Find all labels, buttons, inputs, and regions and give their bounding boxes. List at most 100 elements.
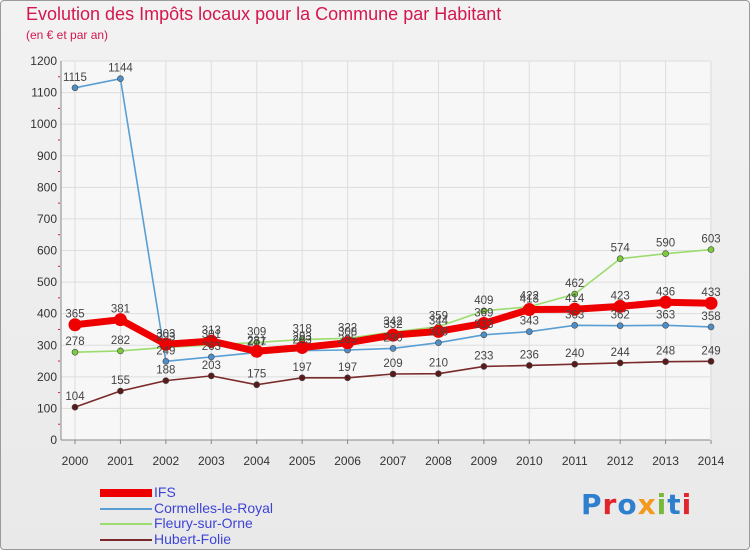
data-point	[431, 324, 445, 338]
data-label: 344	[429, 315, 449, 327]
data-point	[386, 328, 400, 342]
y-tick-label: 300	[37, 338, 57, 352]
data-point	[117, 75, 124, 82]
data-label: 240	[565, 348, 584, 360]
data-point	[162, 377, 170, 384]
y-tick-label: 600	[37, 244, 57, 258]
data-point	[298, 374, 306, 382]
data-label: 249	[701, 345, 720, 357]
data-label: 249	[156, 345, 175, 357]
x-tick-label: 2010	[516, 454, 543, 468]
data-label: 308	[338, 327, 357, 339]
data-label: 358	[701, 311, 720, 323]
data-point	[480, 307, 488, 315]
data-label: 203	[202, 360, 221, 372]
data-label: 462	[565, 278, 584, 290]
x-tick-label: 2001	[107, 454, 134, 468]
data-label: 283	[293, 335, 312, 347]
data-point	[525, 328, 533, 335]
legend-swatch	[100, 507, 152, 510]
data-point	[662, 322, 669, 329]
data-point	[616, 255, 624, 263]
data-label: 248	[656, 346, 675, 358]
data-label: 318	[293, 324, 312, 336]
data-label: 290	[383, 332, 402, 344]
data-label: 363	[656, 309, 675, 321]
data-label: 155	[111, 375, 130, 387]
data-point	[659, 295, 673, 309]
data-point	[113, 313, 127, 327]
x-tick-label: 2002	[153, 454, 180, 468]
data-label: 175	[247, 369, 266, 381]
y-tick-label: 400	[37, 307, 57, 321]
data-label: 293	[293, 331, 312, 343]
x-tick-label: 2014	[698, 454, 725, 468]
data-label: 244	[611, 347, 631, 359]
data-label: 104	[65, 391, 85, 403]
chart-title: Evolution des Impôts locaux pour la Comm…	[26, 4, 502, 24]
proxiti-logo: Proxiti	[581, 488, 692, 521]
data-label: 343	[520, 316, 539, 328]
chart-subtitle: (en € et par an)	[26, 28, 109, 42]
data-label: 282	[111, 335, 130, 347]
data-point	[662, 250, 669, 257]
data-point	[207, 372, 215, 380]
x-tick-label: 2008	[425, 454, 452, 468]
data-point	[477, 316, 491, 330]
data-label: 359	[429, 311, 448, 323]
data-label: 308	[429, 327, 448, 339]
data-point	[616, 322, 624, 329]
data-label: 409	[474, 295, 493, 307]
data-point	[204, 334, 218, 348]
data-label: 365	[65, 309, 84, 321]
data-point	[68, 318, 82, 332]
data-point	[207, 353, 215, 361]
data-point	[571, 290, 579, 298]
data-label: 422	[520, 291, 539, 303]
logo-letter: t	[667, 488, 682, 521]
data-point	[435, 339, 442, 347]
x-tick-label: 2000	[62, 454, 89, 468]
x-tick-label: 2005	[289, 454, 316, 468]
data-point	[522, 303, 536, 317]
y-tick-label: 500	[37, 275, 57, 289]
data-label: 277	[247, 337, 266, 349]
data-label: 1144	[108, 63, 133, 75]
x-tick-label: 2009	[471, 454, 498, 468]
x-tick-label: 2007	[380, 454, 407, 468]
data-label: 197	[293, 362, 312, 374]
data-point	[480, 363, 488, 370]
data-point	[613, 299, 627, 313]
data-point	[159, 337, 173, 351]
data-point	[253, 381, 261, 389]
logo-letter: o	[617, 488, 638, 521]
data-point	[707, 358, 715, 365]
data-point	[250, 344, 264, 358]
data-label: 332	[383, 319, 402, 331]
legend-swatch	[100, 489, 152, 497]
data-point	[568, 302, 582, 316]
logo-letter: P	[581, 488, 603, 521]
logo-letter: x	[637, 488, 657, 521]
data-point	[662, 358, 669, 365]
y-tick-label: 700	[37, 212, 57, 226]
data-label: 590	[656, 238, 675, 250]
data-label: 333	[474, 319, 493, 331]
data-label: 188	[156, 365, 175, 377]
data-label: 322	[338, 322, 357, 334]
data-label: 1115	[63, 72, 87, 84]
legend-swatch	[100, 523, 152, 525]
data-label: 369	[474, 307, 493, 319]
y-tick-label: 200	[37, 370, 57, 384]
data-label: 342	[383, 316, 402, 328]
data-point	[71, 348, 79, 356]
x-tick-label: 2012	[607, 454, 634, 468]
data-point	[707, 323, 715, 331]
logo-letter: i	[681, 488, 693, 521]
data-label: 293	[156, 331, 175, 343]
logo-letter: i	[656, 488, 668, 521]
y-tick-label: 0	[50, 433, 57, 447]
data-label: 210	[429, 358, 448, 370]
legend-label: Cormelles-le-Royal	[154, 499, 274, 516]
